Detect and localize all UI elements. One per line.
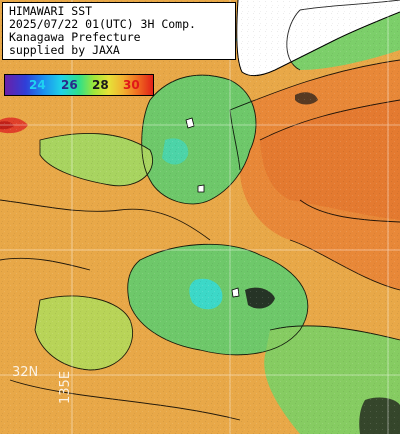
- info-title: HIMAWARI SST: [9, 4, 93, 18]
- legend-tick-30: 30: [123, 78, 140, 92]
- legend-tick-24: 24: [29, 78, 46, 92]
- longitude-label: 135E: [58, 370, 73, 404]
- info-datetime: 2025/07/22 01(UTC) 3H Comp.: [9, 17, 196, 31]
- info-source: supplied by JAXA: [9, 43, 120, 57]
- color-legend: 24 26 28 30: [4, 74, 154, 96]
- legend-tick-26: 26: [61, 78, 78, 92]
- info-region: Kanagawa Prefecture: [9, 30, 141, 44]
- info-box: HIMAWARI SST 2025/07/22 01(UTC) 3H Comp.…: [2, 2, 236, 60]
- legend-tick-28: 28: [92, 78, 109, 92]
- latitude-label: 32N: [12, 365, 39, 380]
